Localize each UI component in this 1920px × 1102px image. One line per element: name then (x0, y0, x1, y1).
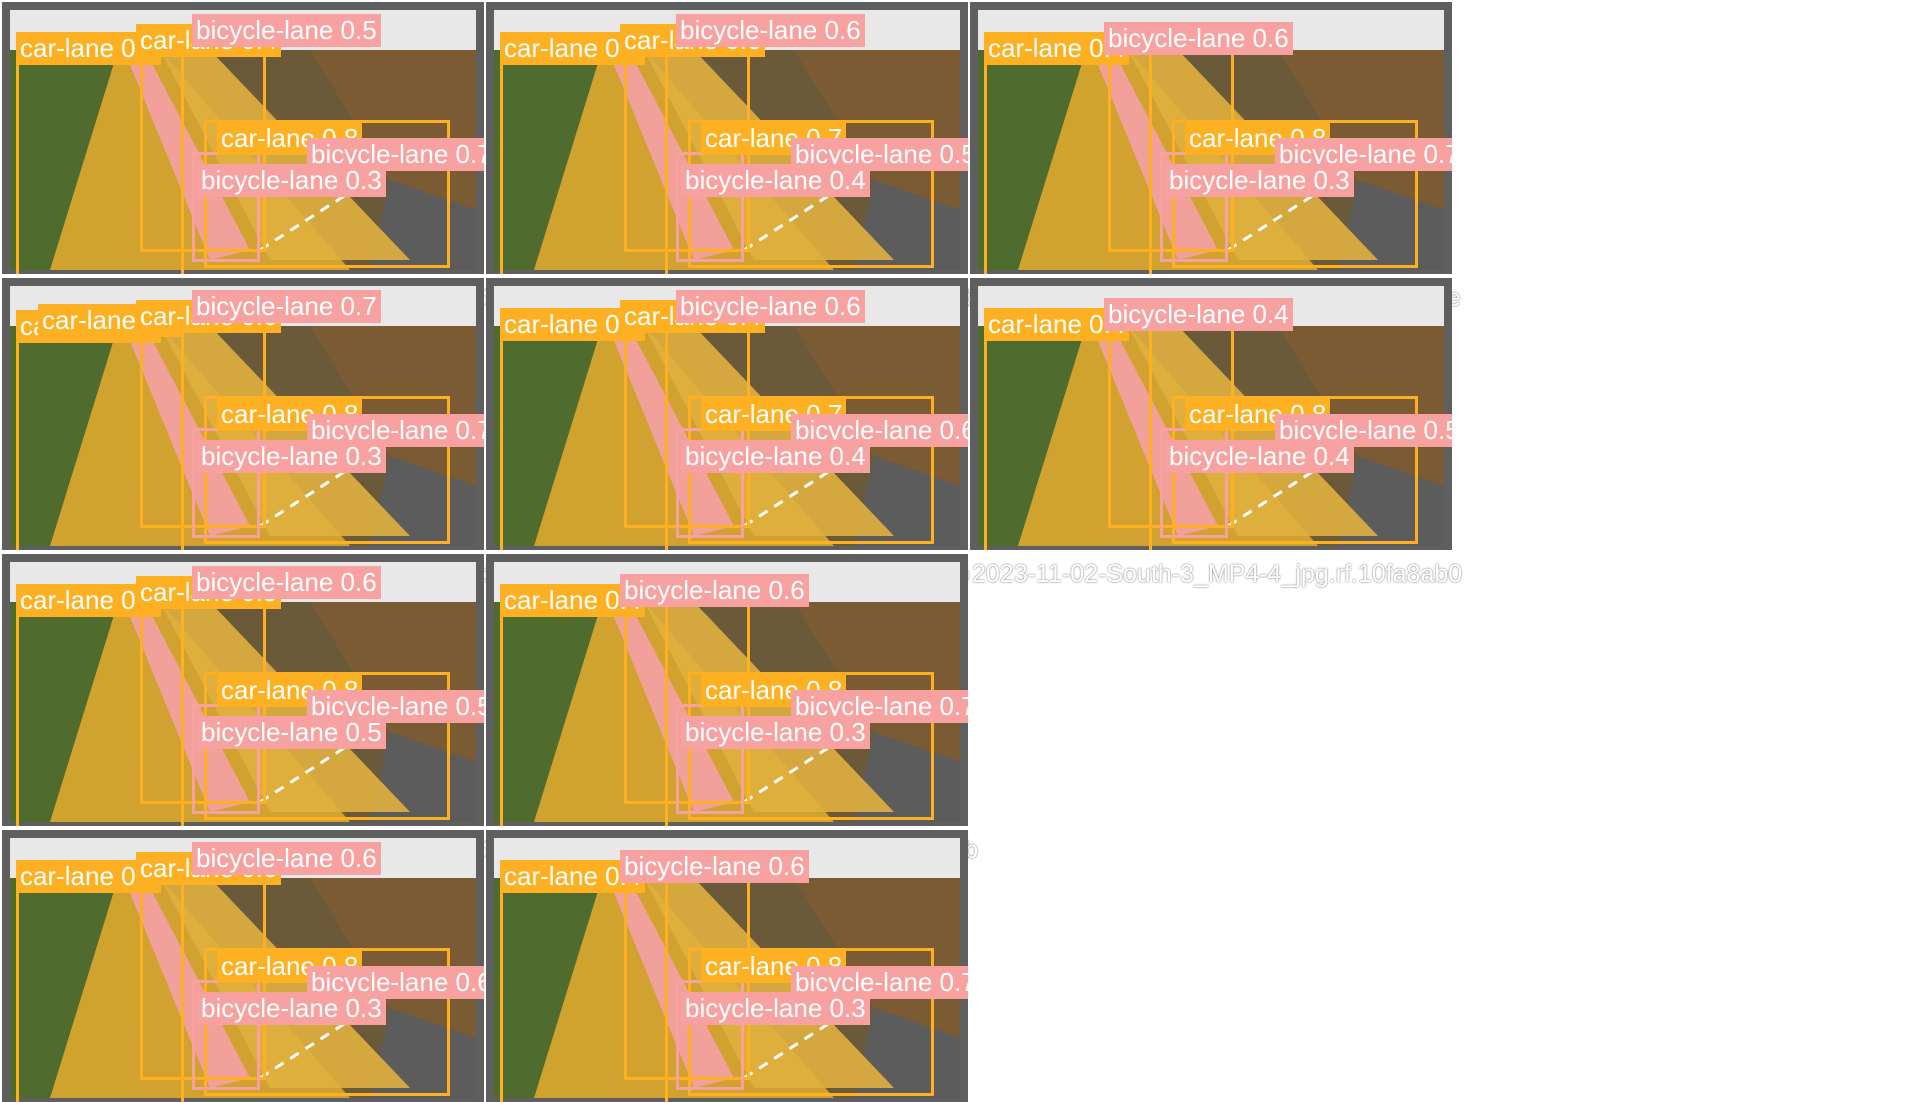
bicycle-lane-label: bicycle-lane 0.6 (620, 850, 809, 883)
image-tile: car-lane 0.4 bicycle-lane 0.6 car-lane 0.8… (970, 2, 1452, 274)
bicycle-lane-mask (128, 888, 250, 1088)
image-tile: car-lane 0.4 bicycle-lane 0.6 car-lane 0.8… (486, 554, 968, 826)
car-lane-mask (160, 326, 410, 536)
scene-region (1227, 158, 1369, 252)
bicycle-lane-mask (612, 888, 734, 1088)
bicycle-lane-mask (128, 612, 250, 812)
car-lane-mask (1128, 50, 1378, 260)
scene-region (743, 434, 885, 528)
scene-region (259, 986, 401, 1080)
bicycle-lane-label: bicycle-lane 0.6 (620, 574, 809, 607)
bicycle-lane-label: bicycle-lane 0.4 (681, 164, 870, 197)
bicycle-lane-label: bicycle-lane 0.5 (197, 716, 386, 749)
bicycle-lane-label: bicycle-lane 0.3 (197, 992, 386, 1025)
bicycle-lane-label: bicycle-lane 0.6 (1104, 22, 1293, 55)
bicycle-lane-label: bicycle-lane 0.6 (676, 290, 865, 323)
bicycle-lane-label: bicycle-lane 0.4 (1104, 298, 1293, 331)
bicycle-lane-label: bicycle-lane 0.4 (1165, 440, 1354, 473)
bicycle-lane-mask (1096, 336, 1218, 536)
image-tile: car-lane 0.4 bicycle-lane 0.6 car-lane 0.8… (486, 830, 968, 1102)
scene-region (259, 434, 401, 528)
image-caption: 2023-11-02-South-3_MP4-4_jpg.rf.10fa8ab0 (972, 560, 1463, 588)
scene-region (743, 158, 885, 252)
scene-region (259, 158, 401, 252)
bicycle-lane-label: bicycle-lane 0.5 (192, 14, 381, 47)
car-lane-mask (160, 602, 410, 812)
scene-region (743, 986, 885, 1080)
car-lane-label: car-lane 0.4 (500, 860, 646, 893)
scene-region (743, 710, 885, 804)
bicycle-lane-label: bicycle-lane 0.3 (681, 992, 870, 1025)
bicycle-lane-label: bicycle-lane 0.3 (1165, 164, 1354, 197)
scene-region (259, 710, 401, 804)
bicycle-lane-label: bicycle-lane 0.3 (681, 716, 870, 749)
car-lane-mask (644, 326, 894, 536)
car-lane-mask (160, 878, 410, 1088)
car-lane-mask (644, 50, 894, 260)
bicycle-lane-label: bicycle-lane 0.3 (197, 440, 386, 473)
bicycle-lane-label: bicycle-lane 0.4 (681, 440, 870, 473)
image-tile: car-lane 0.4 bicycle-lane 0.4 car-lane 0.8… (970, 278, 1452, 550)
bicycle-lane-mask (612, 612, 734, 812)
car-lane-mask (1128, 326, 1378, 536)
bicycle-lane-mask (128, 60, 250, 260)
car-lane-mask (160, 50, 410, 260)
bicycle-lane-label: bicycle-lane 0.6 (192, 566, 381, 599)
bicycle-lane-mask (612, 60, 734, 260)
car-lane-mask (644, 602, 894, 812)
bicycle-lane-mask (1096, 60, 1218, 260)
bicycle-lane-mask (612, 336, 734, 536)
car-lane-mask (644, 878, 894, 1088)
bicycle-lane-label: bicycle-lane 0.6 (192, 842, 381, 875)
scene-region (1227, 434, 1369, 528)
bicycle-lane-label: bicycle-lane 0.6 (676, 14, 865, 47)
bicycle-lane-mask (128, 336, 250, 536)
bicycle-lane-label: bicycle-lane 0.3 (197, 164, 386, 197)
bicycle-lane-label: bicycle-lane 0.7 (192, 290, 381, 323)
bicycle-lane-label: bicycle-lane 0.7 (791, 966, 968, 999)
